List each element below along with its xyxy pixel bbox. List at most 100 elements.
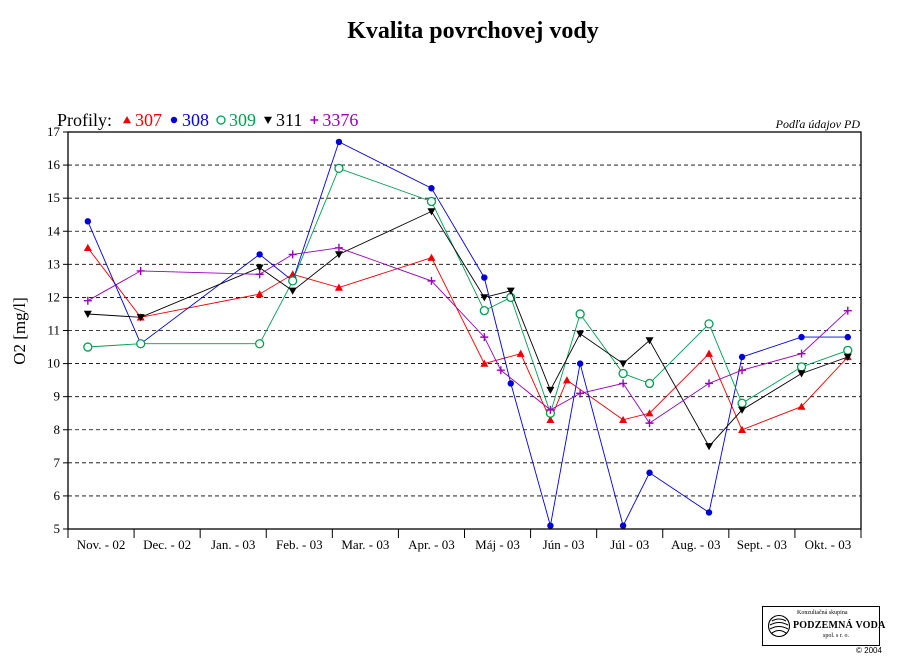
data-point-308	[481, 274, 488, 281]
legend-label-309: 309	[229, 110, 256, 130]
y-tick-label: 6	[54, 488, 61, 503]
data-point-311	[619, 360, 628, 368]
logo-company-name: PODZEMNÁ VODA	[793, 620, 886, 631]
y-axis-ticks: 5 6 7 8 9 10 11 12 13 14 15 16 17	[47, 124, 68, 536]
data-point-3376	[619, 379, 628, 388]
logo-mark-icon	[767, 614, 791, 638]
x-tick-label: Aug. - 03	[671, 537, 720, 552]
data-point-311	[576, 330, 585, 338]
grid	[68, 164, 861, 497]
data-point-307	[480, 359, 489, 367]
data-point-3376	[480, 333, 489, 342]
data-point-307	[427, 253, 436, 261]
data-point-309	[644, 378, 655, 389]
data-point-307	[562, 376, 571, 384]
data-point-309	[575, 309, 585, 319]
data-point-311	[843, 353, 852, 361]
data-point-3376	[576, 389, 585, 398]
legend-item-3376: 3376	[310, 110, 358, 130]
x-tick-label: Okt. - 03	[805, 537, 852, 552]
series-3376	[83, 243, 852, 428]
data-point-311	[546, 386, 555, 395]
series-308	[84, 138, 851, 529]
copyright: © 2004	[856, 646, 882, 655]
data-point-3376	[427, 276, 436, 285]
logo-company-suffix: spol. s r. o.	[823, 633, 850, 639]
data-point-311	[705, 443, 714, 451]
y-tick-label: 12	[47, 289, 60, 304]
series-line-3376	[87, 247, 849, 424]
data-point-308	[646, 469, 653, 476]
data-point-307	[83, 243, 92, 251]
series-309	[83, 163, 853, 418]
data-point-309	[737, 398, 747, 408]
y-tick-label: 10	[47, 356, 60, 371]
series-line-311	[87, 210, 848, 448]
data-point-3376	[334, 243, 343, 252]
data-point-308	[507, 380, 514, 387]
y-axis-label: O2 [mg/l]	[10, 297, 29, 365]
data-point-309	[426, 196, 437, 207]
data-point-307	[546, 415, 555, 424]
y-tick-label: 8	[54, 422, 61, 437]
data-point-308	[738, 353, 746, 361]
legend-label-308: 308	[182, 110, 209, 130]
series-layer	[83, 138, 853, 529]
y-tick-label: 17	[47, 124, 61, 139]
data-point-308	[619, 522, 627, 529]
y-tick-label: 15	[47, 190, 60, 205]
y-tick-label: 7	[54, 455, 61, 470]
data-point-309	[843, 345, 853, 356]
data-point-309	[83, 342, 93, 352]
data-point-311	[506, 287, 515, 295]
x-tick-label: Sept. - 03	[737, 537, 787, 552]
data-point-308	[335, 138, 343, 146]
data-point-309	[254, 339, 265, 349]
data-point-3376	[136, 266, 145, 275]
legend-marker-311	[264, 116, 272, 124]
data-point-3376	[645, 419, 654, 428]
x-tick-label: Jan. - 03	[211, 537, 255, 552]
y-tick-label: 16	[47, 157, 61, 172]
data-point-311	[288, 287, 297, 295]
legend-item-311: 311	[264, 110, 302, 130]
legend-marker-308	[170, 116, 178, 124]
data-point-308	[84, 218, 92, 225]
data-point-309	[704, 319, 714, 329]
y-tick-label: 14	[47, 223, 61, 238]
data-point-311	[797, 370, 806, 378]
source-note: Podľa údajov PD	[775, 117, 861, 131]
data-point-3376	[255, 270, 264, 279]
data-point-307	[797, 402, 806, 410]
data-point-311	[738, 406, 747, 414]
legend-item-307: 307	[123, 110, 162, 130]
data-point-308	[844, 333, 851, 341]
legend-item-308: 308	[170, 110, 209, 130]
data-point-311	[255, 264, 264, 272]
legend-marker-307	[123, 116, 131, 124]
y-tick-label: 13	[47, 256, 60, 271]
data-point-311	[334, 251, 343, 259]
data-point-311	[480, 294, 489, 302]
data-point-309	[796, 362, 807, 372]
x-tick-label: Apr. - 03	[408, 537, 455, 552]
series-line-308	[87, 141, 848, 527]
y-tick-label: 5	[54, 521, 61, 536]
data-point-307	[255, 290, 264, 298]
plot-frame	[67, 131, 862, 530]
data-point-311	[83, 310, 92, 318]
legend: Profily: 307 308 309 311 3376	[57, 110, 358, 130]
data-point-3376	[288, 250, 297, 259]
data-point-307	[516, 349, 525, 357]
data-point-311	[645, 337, 654, 345]
data-point-3376	[705, 379, 714, 388]
data-point-3376	[496, 366, 505, 375]
y-tick-label: 9	[54, 389, 61, 404]
data-point-309	[334, 163, 344, 174]
data-point-311	[427, 208, 436, 216]
data-point-307	[619, 415, 628, 424]
legend-label-311: 311	[276, 110, 302, 130]
series-311	[83, 208, 852, 451]
legend-item-309: 309	[216, 110, 256, 130]
